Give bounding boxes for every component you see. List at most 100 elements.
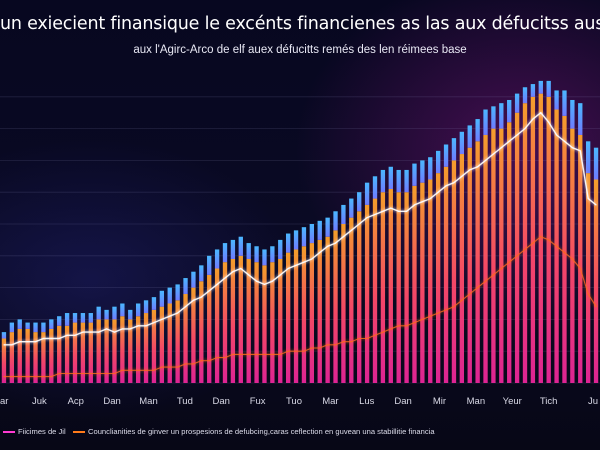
line-2-point-28 [224, 356, 226, 359]
bar-cap-7 [57, 316, 62, 326]
line-2-point-73 [579, 267, 581, 270]
line-2-point-68 [540, 236, 542, 238]
line-2-point-12 [98, 372, 100, 375]
bar-10 [80, 322, 86, 383]
line-1-point-74 [587, 197, 589, 200]
x-tick-label-4: Man [139, 396, 157, 407]
line-2-point-19 [153, 369, 155, 371]
line-2-point-66 [524, 248, 526, 251]
bar-54 [428, 179, 433, 383]
bar-46 [364, 204, 370, 383]
line-2-point-18 [145, 369, 147, 371]
line-1-point-70 [555, 134, 558, 136]
bar-cap-23 [183, 278, 188, 294]
bar-cap-64 [507, 99, 512, 123]
line-1-point-58 [461, 175, 463, 177]
line-1-point-14 [113, 331, 116, 333]
bar-14 [112, 319, 117, 383]
line-2-point-39 [311, 347, 313, 349]
line-1-point-2 [19, 341, 21, 343]
bar-cap-37 [293, 230, 299, 250]
bar-18 [143, 313, 149, 383]
bar-64 [507, 122, 512, 384]
line-2-point-72 [571, 258, 573, 260]
bar-50 [396, 192, 401, 383]
bar-cap-19 [151, 297, 157, 310]
bar-cap-55 [435, 150, 441, 174]
line-1-point-24 [192, 299, 195, 301]
line-1-point-5 [42, 337, 45, 340]
line-1-point-18 [145, 325, 147, 327]
bar-53 [420, 182, 425, 383]
bar-71 [562, 115, 567, 383]
bar-34 [270, 262, 275, 383]
bar-68 [538, 93, 543, 384]
line-2-point-47 [374, 334, 376, 336]
bar-29 [230, 258, 236, 383]
bar-cap-53 [420, 160, 425, 183]
bar-24 [191, 287, 196, 383]
line-2-point-70 [555, 245, 558, 247]
line-1-point-57 [453, 182, 455, 184]
line-2-point-29 [232, 353, 234, 355]
line-1-point-30 [240, 267, 242, 270]
bar-1 [9, 332, 15, 383]
bar-60 [475, 141, 480, 383]
bar-cap-61 [483, 109, 488, 135]
line-1-point-67 [532, 118, 534, 120]
bar-15 [120, 316, 125, 383]
line-1-point-9 [74, 334, 76, 336]
bar-cap-33 [262, 249, 267, 266]
line-2-point-20 [161, 366, 163, 368]
line-2-point-9 [74, 372, 76, 375]
line-1-point-21 [169, 315, 171, 317]
chart-legend: Fiicimes de Jil Counclianities de ginver… [0, 427, 600, 441]
x-tick-label-12: Mir [433, 396, 446, 407]
line-2-point-15 [121, 369, 123, 371]
line-2-point-49 [390, 328, 392, 330]
bar-cap-57 [451, 138, 457, 161]
bar-cap-16 [128, 309, 133, 320]
line-1-point-68 [540, 112, 542, 114]
line-2-point-2 [19, 376, 21, 378]
bar-cap-11 [88, 313, 93, 323]
line-2-point-44 [350, 341, 352, 343]
x-tick-label-13: Man [467, 396, 485, 407]
bar-cap-43 [341, 204, 346, 224]
line-1-point-44 [350, 229, 352, 231]
bar-63 [499, 128, 504, 383]
bar-cap-38 [301, 227, 307, 247]
bar-3 [25, 328, 30, 383]
legend-item-1: Fiicimes de Jil [3, 427, 66, 436]
bar-cap-34 [270, 246, 275, 263]
bar-cap-31 [246, 243, 251, 259]
line-1-point-22 [177, 312, 179, 314]
bar-75 [593, 179, 599, 383]
x-tick-label-8: Tuo [286, 396, 302, 407]
bar-42 [333, 230, 338, 383]
bar-67 [530, 96, 536, 384]
line-2-point-38 [303, 350, 305, 352]
bar-cap-51 [404, 169, 409, 193]
line-2-point-71 [563, 252, 566, 254]
bar-49 [388, 189, 393, 383]
line-2-point-22 [177, 366, 179, 368]
bar-cap-21 [167, 287, 172, 304]
line-1-point-64 [508, 140, 510, 142]
bar-cap-72 [570, 99, 575, 129]
line-2-point-51 [405, 325, 408, 327]
bar-11 [88, 322, 93, 383]
line-2-point-21 [169, 366, 171, 368]
bar-cap-25 [199, 265, 204, 282]
line-1-point-36 [287, 267, 289, 270]
bar-cap-70 [554, 90, 559, 110]
line-1-point-72 [571, 147, 573, 149]
bar-0 [1, 338, 7, 383]
bar-cap-29 [230, 239, 236, 259]
line-2-point-42 [334, 344, 337, 346]
bar-43 [341, 224, 346, 383]
line-1-point-16 [129, 328, 131, 330]
legend-label-2: Counclianities de ginver un prospesions … [88, 427, 435, 436]
bar-44 [349, 217, 354, 383]
line-2-point-58 [461, 299, 463, 301]
